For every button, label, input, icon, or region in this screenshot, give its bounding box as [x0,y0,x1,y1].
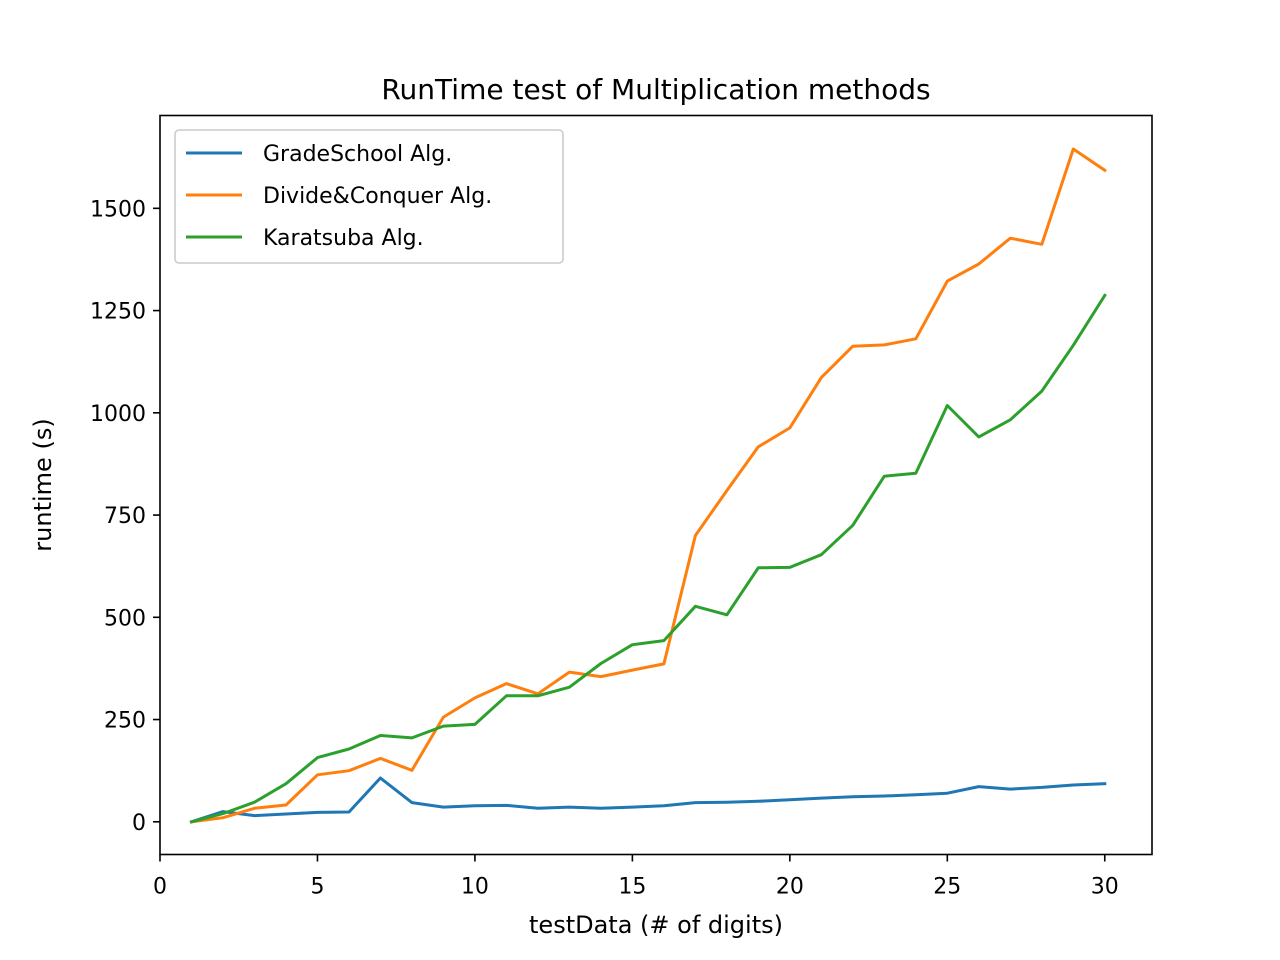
legend-box [174,129,564,264]
y-tick-label: 1250 [90,300,146,325]
chart-title: RunTime test of Multiplication methods [381,73,930,106]
legend-label-1: GradeSchool Alg. [263,142,452,167]
plot-frame [159,114,1153,856]
y-axis: 0 250 500 750 1000 1250 1500 [90,197,160,836]
x-tick-label: 30 [1091,875,1119,900]
y-axis-label: runtime (s) [29,418,57,551]
legend: GradeSchool Alg. Divide&Conquer Alg. Karat… [174,129,564,264]
legend-label-3: Karatsuba Alg. [263,226,424,251]
y-tick-label: 250 [104,709,146,734]
x-tick-label: 0 [153,875,167,900]
series-line-3 [189,293,1107,824]
y-tick-label: 750 [104,504,146,529]
x-axis-label: testData (# of digits) [529,911,783,939]
x-tick-label: 5 [310,875,324,900]
y-tick-label: 0 [132,811,146,836]
series-line-2 [189,147,1107,824]
x-tick-label: 15 [618,875,646,900]
x-tick-label: 25 [933,875,961,900]
legend-label-2: Divide&Conquer Alg. [263,184,492,209]
y-tick-label: 1000 [90,402,146,427]
y-tick-label: 1500 [90,197,146,222]
plot-lines [189,147,1107,824]
x-tick-label: 10 [461,875,489,900]
x-tick-label: 20 [776,875,804,900]
y-tick-label: 500 [104,606,146,631]
series-line-1 [189,776,1107,824]
x-axis: 0 5 10 15 20 25 30 [153,854,1119,900]
